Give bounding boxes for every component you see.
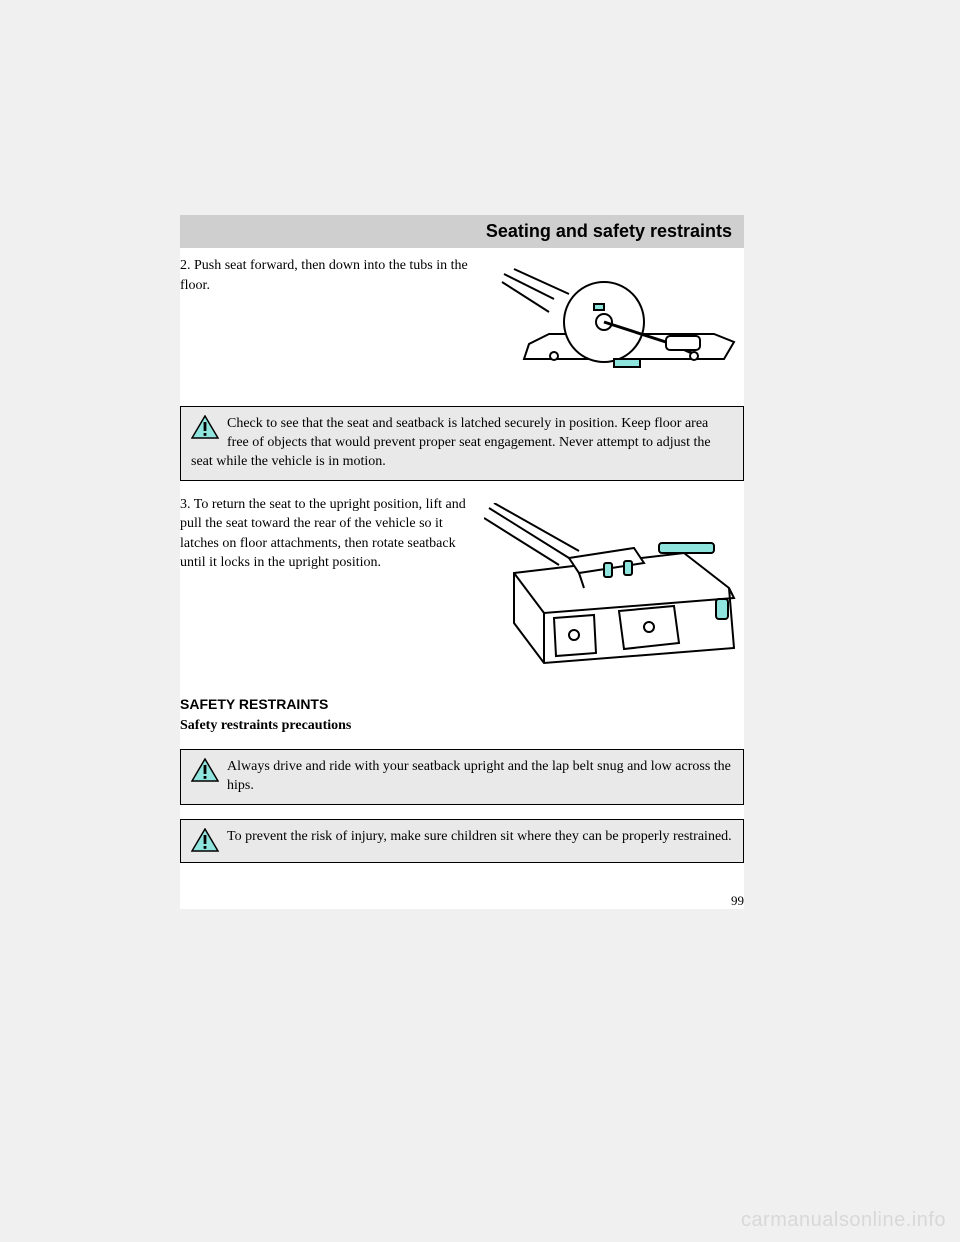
safety-subheading: Safety restraints precautions	[180, 716, 744, 736]
page-number: 99	[180, 893, 744, 909]
watermark: carmanualsonline.info	[741, 1209, 946, 1232]
warning-box-3: To prevent the risk of injury, make sure…	[180, 819, 744, 863]
manual-page: Seating and safety restraints	[180, 215, 744, 909]
safety-heading: SAFETY RESTRAINTS	[180, 696, 744, 712]
figure-seat-mechanism	[484, 264, 744, 384]
warning-box-1: Check to see that the seat and seatback …	[180, 406, 744, 481]
warning-3-text: To prevent the risk of injury, make sure…	[227, 829, 732, 844]
section-title: Seating and safety restraints	[486, 221, 732, 241]
step-3-block: 3. To return the seat to the upright pos…	[180, 495, 744, 676]
warning-icon	[191, 415, 219, 439]
warning-icon	[191, 758, 219, 782]
warning-box-2: Always drive and ride with your seatback…	[180, 749, 744, 805]
warning-2-text: Always drive and ride with your seatback…	[227, 759, 731, 793]
step-2-block: 2. Push seat forward, then down into the…	[180, 256, 744, 392]
figure-floor-latch	[484, 503, 744, 668]
warning-icon	[191, 828, 219, 852]
section-header: Seating and safety restraints	[180, 215, 744, 248]
warning-1-text: Check to see that the seat and seatback …	[191, 416, 711, 469]
